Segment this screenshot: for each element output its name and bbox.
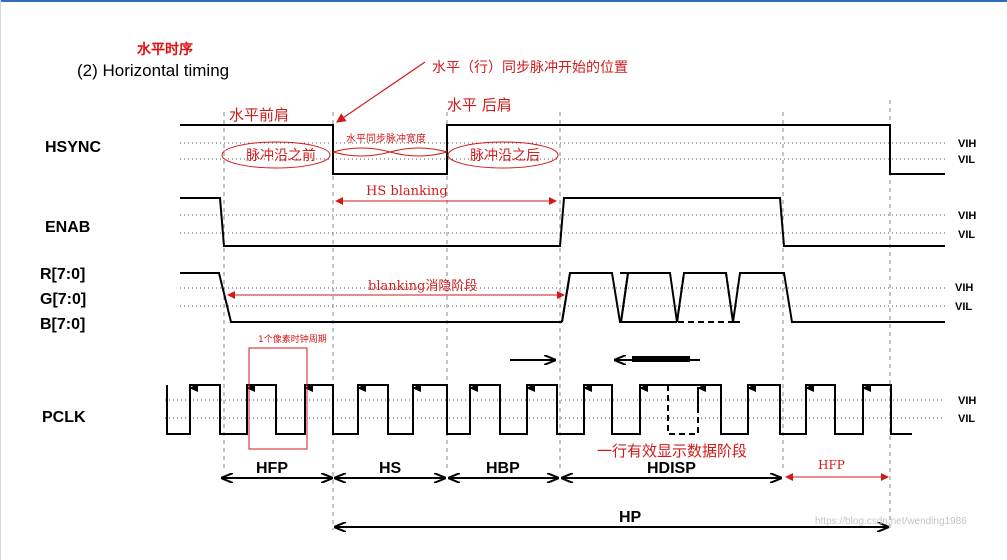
back-porch-annotation: 水平 后肩 xyxy=(447,96,512,114)
top-border xyxy=(0,0,1007,2)
hfp-right-annotation: HFP xyxy=(818,458,845,472)
pixel-clock-box xyxy=(248,347,308,450)
pclk-waveform xyxy=(166,384,912,435)
rgb-vil: VIL xyxy=(955,301,972,313)
hsync-vih: VIH xyxy=(958,138,976,150)
pclk-edge-arrows xyxy=(189,384,871,410)
sync-width-indicator xyxy=(332,147,448,157)
pixel-clock-annotation: 1个像素时钟周期 xyxy=(258,333,327,345)
title-cn: 水平时序 xyxy=(137,41,193,58)
segment-hs: HS xyxy=(379,460,402,477)
active-display-annotation: 一行有效显示数据阶段 xyxy=(597,442,747,460)
threshold-lines xyxy=(165,142,945,419)
level-labels: VIH VIL VIH VIL VIH VIL VIH VIL xyxy=(955,138,976,425)
before-edge-annotation: 脉冲沿之前 xyxy=(246,147,316,164)
enab-vil: VIL xyxy=(958,229,975,241)
watermark: https://blog.csdn.net/wending1986 xyxy=(815,516,967,527)
before-edge-ellipse xyxy=(221,141,331,169)
segment-arrows xyxy=(222,478,888,527)
blanking-phase-annotation: blanking消隐阶段 xyxy=(368,279,477,294)
after-edge-annotation: 脉冲沿之后 xyxy=(470,148,540,164)
r-bus-label: R[7:0] xyxy=(40,266,85,283)
sync-start-annotation: 水平（行）同步脉冲开始的位置 xyxy=(432,60,628,76)
segment-hdisp: HDISP xyxy=(647,460,696,477)
pclk-label: PCLK xyxy=(42,409,86,426)
hsync-label: HSYNC xyxy=(45,139,101,156)
sync-width-annotation: 水平同步脉冲宽度 xyxy=(346,132,426,145)
pclk-dashed-cycle xyxy=(250,384,721,435)
enab-waveform xyxy=(180,197,945,247)
front-porch-annotation: 水平前肩 xyxy=(229,106,289,124)
hsync-vil: VIL xyxy=(958,154,975,166)
sync-start-pointer xyxy=(336,61,426,123)
segment-hbp: HBP xyxy=(486,460,520,477)
left-border xyxy=(0,0,1,560)
tclk-arrow-fragment xyxy=(510,356,700,362)
rgb-bus-dashed-cell xyxy=(676,272,735,323)
g-bus-label: G[7:0] xyxy=(40,291,86,308)
enab-vih: VIH xyxy=(958,210,976,222)
pclk-vih: VIH xyxy=(958,395,976,407)
b-bus-label: B[7:0] xyxy=(40,316,85,333)
enab-label: ENAB xyxy=(45,219,90,236)
rgb-vih: VIH xyxy=(955,282,973,294)
after-edge-ellipse xyxy=(447,141,559,169)
hsync-waveform xyxy=(180,124,945,175)
segment-hfp: HFP xyxy=(256,460,288,477)
title-en: (2) Horizontal timing xyxy=(77,61,229,80)
pclk-vil: VIL xyxy=(958,413,975,425)
rgb-bus-waveform xyxy=(180,272,945,323)
segment-hp: HP xyxy=(619,509,642,526)
hs-blanking-annotation: HS blanking xyxy=(366,184,448,199)
